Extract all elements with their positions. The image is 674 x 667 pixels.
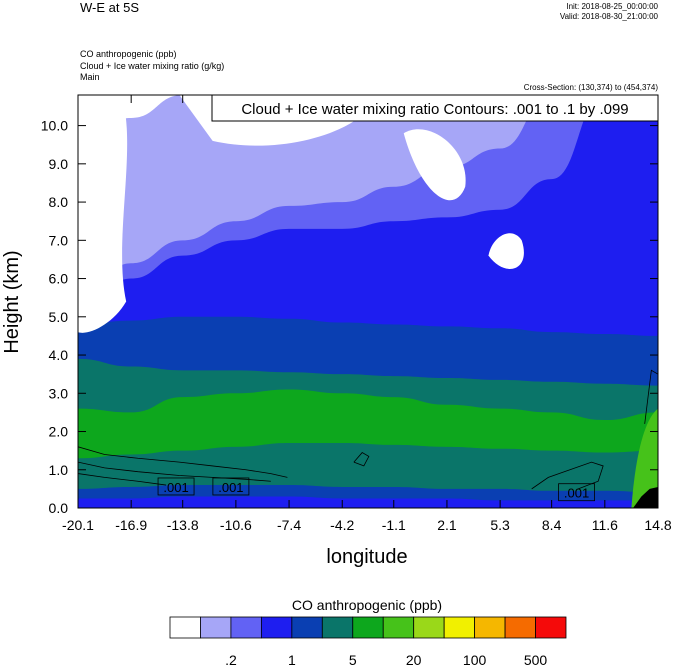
colorbar-label: .2	[225, 652, 237, 667]
contour-line-5	[644, 369, 658, 424]
colorbar-swatch	[535, 616, 567, 639]
y-tick-label: 6.0	[49, 271, 69, 287]
y-tick-label: 4.0	[49, 347, 69, 363]
contour-annotation-text: Cloud + Ice water mixing ratio Contours:…	[241, 101, 628, 118]
colorbar-swatch	[382, 616, 415, 639]
field-label-cloud: Cloud + Ice water mixing ratio (g/kg)	[80, 61, 225, 71]
x-tick-label: 2.1	[437, 517, 457, 533]
co-fill-field	[78, 95, 658, 508]
colorbar	[169, 616, 567, 639]
y-tick-label: 2.0	[49, 424, 69, 440]
colorbar-label: 20	[406, 652, 422, 667]
contour-label-box	[212, 477, 250, 496]
contour-label: .001	[564, 486, 589, 501]
y-tick-label: 8.0	[49, 194, 69, 210]
x-tick-label: -4.2	[330, 517, 354, 533]
x-tick-label: 14.8	[644, 517, 671, 533]
contour-line-4	[531, 461, 604, 490]
y-tick-label: 0.0	[49, 500, 69, 516]
y-tick-labels: 0.0 1.0 2.0 3.0 4.0 5.0 6.0 7.0 8.0 9.0 10.0	[41, 118, 68, 516]
contour-label: .001	[218, 480, 243, 495]
x-tick-label: -10.6	[220, 517, 252, 533]
contour-label-box	[558, 483, 595, 502]
colorbar-swatch	[443, 616, 476, 639]
y-tick-label: 3.0	[49, 385, 69, 401]
colorbar-swatch	[321, 616, 354, 639]
contour-line-1	[78, 446, 288, 478]
contour-labels: .001 .001 .001	[157, 477, 595, 502]
x-axis-label: longitude	[326, 546, 407, 568]
y-axis-label: Height (km)	[1, 250, 23, 353]
terrain	[633, 486, 658, 508]
colorbar-labels: .2 1 5 20 100 500	[225, 652, 547, 667]
x-tick-label: 8.4	[542, 517, 562, 533]
y-tick-label: 5.0	[49, 309, 69, 325]
x-tick-label: -7.4	[277, 517, 301, 533]
x-tick-labels: -20.1 -16.9 -13.8 -10.6 -7.4 -4.2 -1.1 2.1 5.3 8.…	[62, 517, 672, 533]
colorbar-swatch	[200, 616, 232, 639]
colorbar-title: CO anthropogenic (ppb)	[292, 597, 442, 613]
x-tick-label: -20.1	[62, 517, 94, 533]
x-tick-label: -16.9	[115, 517, 147, 533]
x-tick-label: -13.8	[167, 517, 199, 533]
cross-section-label: Cross-Section: (130,374) to (454,374)	[523, 83, 658, 92]
contour-line-3	[78, 473, 167, 486]
colorbar-label: 5	[349, 652, 357, 667]
colorbar-swatch	[230, 616, 262, 639]
y-tick-label: 7.0	[49, 232, 69, 248]
colorbar-swatch	[413, 616, 445, 639]
colorbar-label: 1	[288, 652, 296, 667]
figure-title: W-E at 5S	[80, 0, 140, 15]
colorbar-swatch	[504, 616, 536, 639]
cloud-contours	[78, 369, 658, 490]
colorbar-swatch	[474, 616, 506, 639]
init-time: Init: 2018-08-25_00:00:00	[566, 2, 658, 11]
fill-white-region-left	[78, 95, 128, 333]
contour-loop-1	[353, 452, 370, 467]
colorbar-swatch	[291, 616, 323, 639]
y-tick-label: 9.0	[49, 156, 69, 172]
field-label-co: CO anthropogenic (ppb)	[80, 49, 177, 59]
y-tick-label: 10.0	[41, 118, 68, 134]
colorbar-label: 500	[524, 652, 548, 667]
contour-label-box	[157, 477, 195, 496]
valid-time: Valid: 2018-08-30_21:00:00	[559, 12, 658, 21]
x-tick-label: 11.6	[592, 517, 618, 533]
contour-label: .001	[163, 480, 188, 495]
contour-line-2	[78, 461, 271, 482]
colorbar-swatch	[169, 616, 201, 639]
fill-white-pocket	[403, 129, 466, 201]
colorbar-swatch	[352, 616, 384, 639]
x-tick-label: -1.1	[382, 517, 406, 533]
fill-green-patch	[631, 408, 658, 508]
y-tick-label: 1.0	[49, 462, 69, 478]
fill-white-pocket-2	[488, 233, 524, 269]
x-tick-label: 5.3	[490, 517, 510, 533]
colorbar-swatch	[260, 616, 293, 639]
fill-band-5	[78, 496, 658, 508]
colorbar-label: 100	[463, 652, 487, 667]
field-label-main: Main	[80, 72, 100, 82]
contour-annotation: Cloud + Ice water mixing ratio Contours:…	[211, 94, 659, 122]
